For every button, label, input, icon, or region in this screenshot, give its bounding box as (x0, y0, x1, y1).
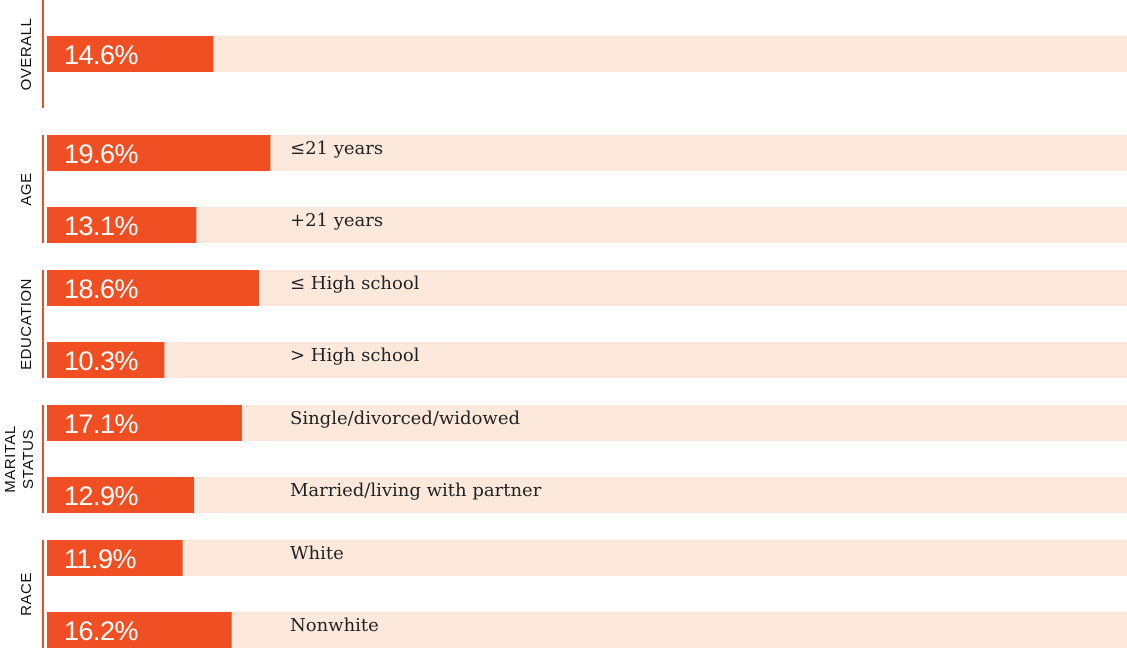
bar-value-label: 13.1% (64, 211, 139, 241)
category-label: > High school (290, 345, 420, 366)
group-label-race: RACE (18, 572, 35, 616)
bar (47, 135, 271, 171)
bar-value-label: 19.6% (64, 139, 139, 169)
group-label-marital-status: MARITALSTATUS (2, 425, 37, 492)
bar (47, 270, 260, 306)
bar-track (47, 36, 1127, 72)
bar (47, 36, 214, 72)
bar-track (47, 477, 1127, 513)
group-label-education: EDUCATION (18, 278, 35, 370)
category-label: Nonwhite (290, 615, 379, 636)
category-label: ≤21 years (290, 138, 383, 159)
category-label: White (290, 543, 344, 564)
group-label-age: AGE (18, 172, 35, 205)
bar-value-label: 11.9% (64, 544, 137, 574)
bar-value-label: 10.3% (64, 346, 139, 376)
category-label: +21 years (290, 210, 383, 231)
group-label-overall: OVERALL (18, 18, 35, 91)
bar-track (47, 342, 1127, 378)
bar-track (47, 207, 1127, 243)
bar-value-label: 17.1% (64, 409, 139, 439)
bar (47, 342, 165, 378)
category-label: Single/divorced/widowed (290, 408, 520, 429)
bar (47, 612, 232, 648)
bar (47, 405, 242, 441)
bar-track (47, 540, 1127, 576)
bar (47, 540, 183, 576)
bar-value-label: 16.2% (64, 616, 139, 646)
bar-value-label: 12.9% (64, 481, 139, 511)
bar-value-label: 14.6% (64, 40, 139, 70)
bar (47, 207, 197, 243)
category-label: Married/living with partner (290, 480, 542, 501)
category-label: ≤ High school (290, 273, 420, 294)
bar-value-label: 18.6% (64, 274, 139, 304)
bar (47, 477, 195, 513)
